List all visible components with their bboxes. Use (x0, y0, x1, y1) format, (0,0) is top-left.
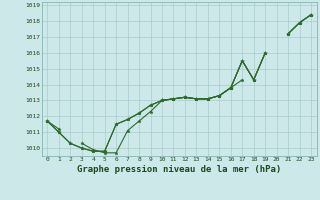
X-axis label: Graphe pression niveau de la mer (hPa): Graphe pression niveau de la mer (hPa) (77, 165, 281, 174)
